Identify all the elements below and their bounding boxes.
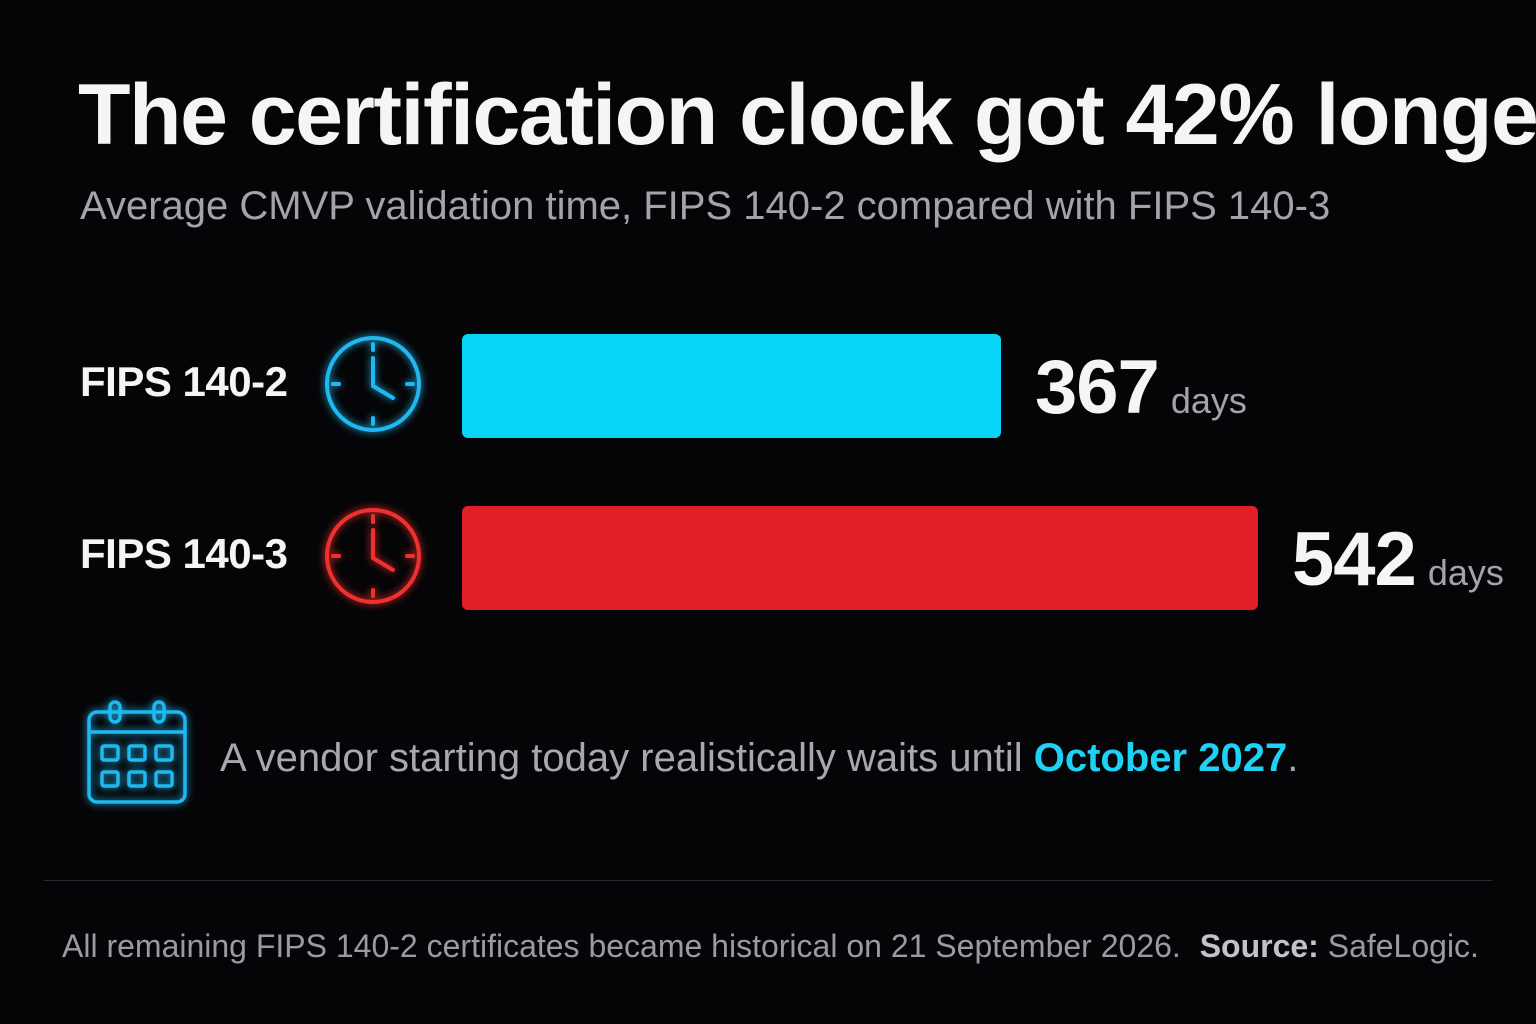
calendar-icon [86, 700, 190, 806]
footer-text: All remaining FIPS 140-2 certificates be… [62, 928, 1181, 964]
calendar-icon-svg [87, 700, 187, 804]
note-suffix: . [1287, 736, 1299, 780]
divider [44, 880, 1492, 881]
clock-icon-svg [325, 508, 421, 604]
value-unit: days [1427, 552, 1504, 593]
source-label: Source: [1199, 928, 1319, 964]
note-text: A vendor starting today realistically wa… [220, 736, 1023, 780]
value-number: 542 [1292, 517, 1417, 602]
footer-note: All remaining FIPS 140-2 certificates be… [62, 928, 1479, 965]
category-label-fips-140-3: FIPS 140-3 [80, 530, 288, 577]
chart-title: The certification clock got 42% longer [78, 67, 1536, 163]
chart-subtitle: Average CMVP validation time, FIPS 140-2… [80, 184, 1331, 228]
value-label-fips-140-2: 367 days [1035, 344, 1247, 431]
bar-fips-140-3 [462, 506, 1258, 610]
value-number: 367 [1035, 345, 1160, 430]
bar-fips-140-2 [462, 334, 1001, 438]
value-label-fips-140-3: 542 days [1292, 516, 1504, 603]
value-unit: days [1170, 380, 1247, 421]
clock-icon [323, 506, 423, 606]
category-label-fips-140-2: FIPS 140-2 [80, 358, 288, 405]
note-highlight-date: October 2027 [1033, 736, 1288, 780]
clock-icon [323, 334, 423, 434]
callout-note: A vendor starting today realistically wa… [220, 736, 1298, 781]
clock-icon-svg [325, 336, 421, 432]
source-name: SafeLogic. [1327, 928, 1479, 964]
